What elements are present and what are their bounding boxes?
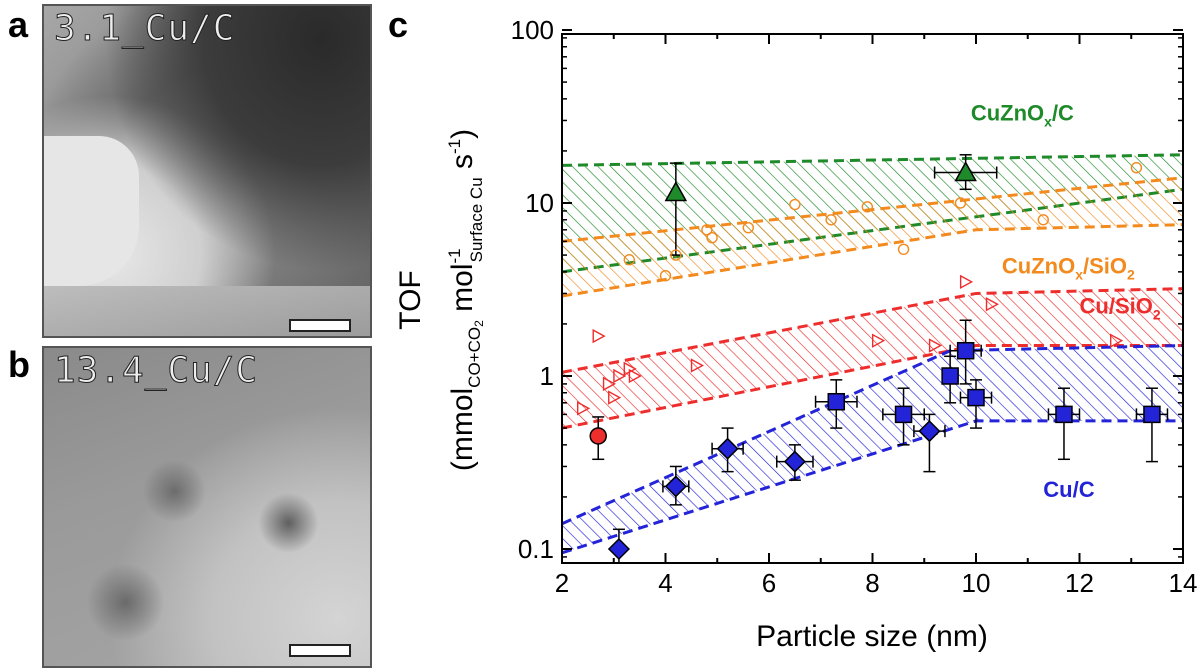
xtick-label-2: 6 [762, 568, 776, 598]
band-fill-3 [562, 345, 1183, 553]
marker-tri-right-2-2 [602, 376, 617, 392]
marker-tri-right-2-6 [628, 368, 642, 384]
ytick-label-3: 100 [511, 15, 554, 45]
marker-tri-right-2-4 [613, 368, 627, 384]
marker-circle-1-5 [742, 221, 754, 234]
tem-bright-region [44, 136, 139, 286]
band-label-3: Cu/C [1043, 477, 1094, 502]
band-upper-0 [562, 153, 1183, 167]
marker-tri-right-2-7 [690, 358, 705, 373]
marker-circle-1-2 [670, 249, 682, 261]
marker-tri-right-2-0 [576, 401, 591, 416]
panel-letter-a: a [8, 4, 29, 45]
ytick-label-1: 1 [540, 361, 554, 391]
tick-layer: 2 4 6 8 10 12 14 0.1 1 10 100 [511, 15, 1198, 598]
scale-bar-a [289, 319, 351, 332]
band-label-2: Cu/SiO2 [1080, 293, 1161, 322]
marker-square-5-3 [956, 341, 975, 360]
marker-square-5-2 [941, 367, 959, 385]
marker-tri-right-2-8 [871, 333, 886, 348]
xtick-label-3: 8 [865, 568, 879, 598]
marker-layer [576, 160, 1161, 561]
xtick-label-6: 14 [1169, 568, 1198, 598]
ytick-label-0: 0.1 [518, 534, 554, 564]
y-axis-unit-text: (mmolCO+CO2 mol-1 Surface Cu s-1) [445, 129, 486, 471]
marker-square-5-1 [894, 405, 913, 424]
marker-diamond-4-1 [664, 475, 687, 498]
tem-image-a: 3.1_Cu/C [42, 4, 372, 338]
marker-tri-right-2-10 [959, 274, 974, 290]
marker-diamond-4-4 [918, 420, 941, 443]
band-fill-2 [562, 288, 1183, 429]
marker-circle-1-3 [701, 224, 713, 236]
marker-circle-1-9 [897, 243, 910, 255]
band-upper-1 [562, 176, 1183, 243]
band-layer [562, 153, 1183, 555]
marker-circle-3-0 [589, 427, 607, 445]
panel-letter-b: b [8, 344, 30, 385]
marker-tri-right-2-3 [608, 390, 622, 405]
marker-tri-right-2-1 [592, 328, 606, 344]
panel-letter-c: c [388, 4, 409, 45]
xtick-label-5: 12 [1065, 568, 1094, 598]
marker-circle-1-6 [789, 198, 801, 211]
marker-circle-1-1 [659, 269, 672, 282]
tem-image-b: 13.4_Cu/C [42, 346, 372, 668]
marker-tri-right-2-12 [1110, 333, 1124, 348]
marker-square-5-0 [827, 392, 846, 411]
marker-circle-1-0 [623, 254, 635, 266]
marker-tri-right-2-9 [928, 338, 943, 353]
tof-chart: CuZnOx/C CuZnOx/SiO2 Cu/SiO2 Cu/C 2 4 6 8 10 12 1… [394, 15, 1198, 653]
marker-triangle-0-0 [664, 180, 688, 202]
marker-circle-1-8 [861, 201, 874, 213]
marker-tri-right-2-11 [985, 297, 999, 312]
ytick-label-2: 10 [525, 188, 554, 218]
band-label-0: CuZnOx/C [971, 100, 1074, 129]
marker-circle-1-7 [825, 214, 837, 226]
marker-diamond-4-0 [607, 537, 630, 561]
xtick-label-1: 4 [658, 568, 672, 598]
marker-circle-1-11 [1037, 214, 1049, 226]
band-label-layer: CuZnOx/C CuZnOx/SiO2 Cu/SiO2 Cu/C [971, 100, 1161, 501]
marker-triangle-0-1 [954, 160, 977, 182]
band-label-1: CuZnOx/SiO2 [1002, 254, 1135, 283]
scale-bar-b [289, 644, 351, 657]
band-lower-1 [562, 223, 1183, 298]
tem-label-a: 3.1_Cu/C [53, 8, 236, 50]
tem-label-b: 13.4_Cu/C [53, 350, 259, 392]
marker-diamond-4-3 [783, 450, 806, 473]
marker-circle-1-10 [954, 197, 967, 209]
marker-diamond-4-2 [716, 437, 739, 460]
marker-square-5-5 [1055, 405, 1073, 424]
band-fill-1 [562, 177, 1183, 297]
marker-circle-1-12 [1130, 161, 1143, 174]
y-axis-label: TOF [394, 270, 427, 329]
xtick-label-0: 2 [555, 568, 569, 598]
marker-circle-1-4 [706, 232, 718, 244]
xtick-label-4: 10 [962, 568, 991, 598]
marker-square-5-6 [1143, 405, 1161, 424]
band-upper-2 [562, 287, 1183, 374]
y-axis-label-tof: TOF [394, 270, 427, 329]
marker-square-5-4 [967, 388, 985, 407]
x-axis-label: Particle size (nm) [756, 620, 988, 653]
y-axis-unit: (mmolCO+CO2 mol-1 Surface Cu s-1) [445, 129, 486, 471]
